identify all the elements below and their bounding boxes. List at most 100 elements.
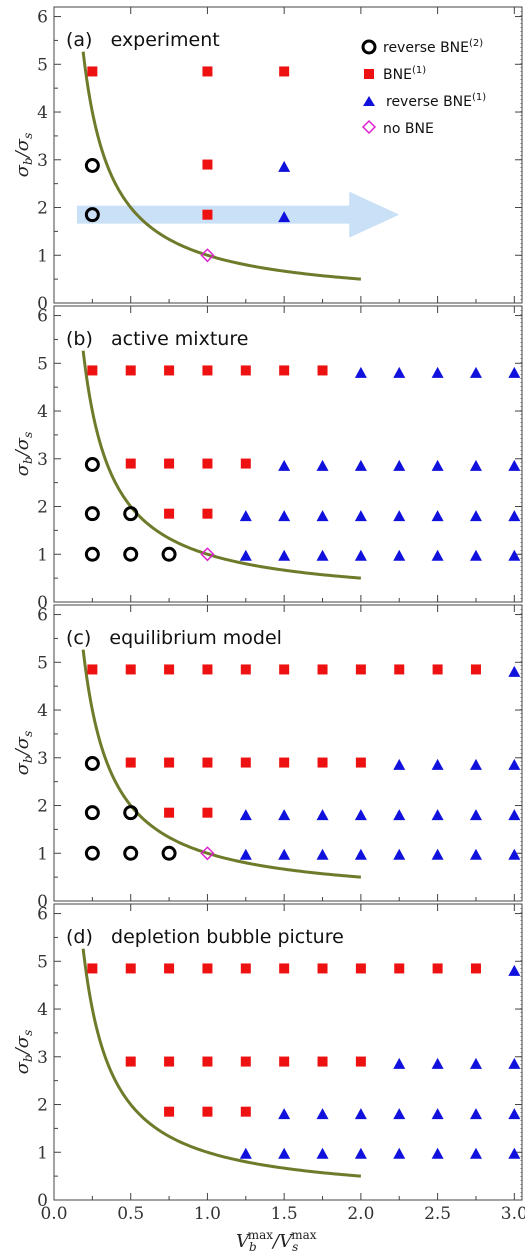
x-tick-label: 0.0 bbox=[40, 1204, 67, 1224]
legend-square-marker bbox=[364, 69, 374, 79]
reverse-bne1-point bbox=[431, 1057, 444, 1069]
y-tick-label: 6 bbox=[37, 606, 48, 626]
y-tick-label: 5 bbox=[37, 55, 48, 75]
panel-title: (b) active mixture bbox=[66, 328, 248, 350]
x-label-sup-1: max bbox=[248, 1228, 274, 1242]
reverse-bne2-point bbox=[84, 158, 100, 174]
reverse-bne1-point bbox=[278, 848, 291, 860]
y-tick-label: 6 bbox=[37, 307, 48, 327]
no-bne-point bbox=[200, 547, 215, 562]
reverse-bne1-point bbox=[393, 1108, 406, 1120]
reverse-bne1-point bbox=[469, 549, 482, 561]
reverse-bne1-point bbox=[508, 809, 521, 821]
reverse-bne2-point bbox=[123, 546, 139, 562]
bne1-point bbox=[202, 1056, 213, 1067]
panel-frame bbox=[53, 305, 523, 603]
bne1-point bbox=[279, 66, 290, 77]
reverse-bne1-point bbox=[508, 549, 521, 561]
y-tick-label: 3 bbox=[37, 151, 48, 171]
reverse-bne2-point bbox=[161, 546, 177, 562]
bne1-point bbox=[202, 66, 213, 77]
x-label-sub-s: s bbox=[292, 1240, 298, 1251]
legend-diamond-marker bbox=[361, 119, 377, 135]
boundary-curve bbox=[81, 350, 362, 580]
reverse-bne1-point bbox=[431, 758, 444, 770]
x-label-sub-b: b bbox=[249, 1240, 257, 1251]
y-tick-label: 0 bbox=[37, 1191, 48, 1211]
y-tick-label: 4 bbox=[37, 103, 48, 123]
boundary-curve bbox=[81, 649, 362, 879]
legend-triangle-marker bbox=[363, 96, 375, 106]
reverse-bne1-point bbox=[354, 1147, 367, 1159]
panel-frame bbox=[53, 903, 523, 1201]
reverse-bne1-point bbox=[393, 758, 406, 770]
reverse-bne1-point bbox=[393, 809, 406, 821]
bne1-point bbox=[394, 664, 405, 675]
reverse-bne1-point bbox=[431, 1147, 444, 1159]
reverse-bne1-point bbox=[316, 809, 329, 821]
bne1-point bbox=[202, 508, 213, 519]
reverse-bne1-point bbox=[278, 1108, 291, 1120]
bne1-point bbox=[317, 963, 328, 974]
bne1-point bbox=[240, 365, 251, 376]
bne1-point bbox=[317, 664, 328, 675]
x-axis-label: Vbmax/Vsmax bbox=[236, 1228, 317, 1251]
x-label-v2: V bbox=[279, 1231, 294, 1251]
boundary-curve bbox=[81, 51, 362, 281]
bne1-point bbox=[279, 757, 290, 768]
reverse-bne2-point bbox=[84, 207, 100, 223]
y-tick-label: 2 bbox=[37, 498, 48, 518]
reverse-bne1-point bbox=[469, 510, 482, 522]
reverse-bne1-point bbox=[316, 459, 329, 471]
bne1-point bbox=[432, 664, 443, 675]
reverse-bne1-point bbox=[393, 510, 406, 522]
panel-title: (c) equilibrium model bbox=[66, 627, 282, 649]
reverse-bne1-point bbox=[316, 848, 329, 860]
reverse-bne1-point bbox=[469, 1057, 482, 1069]
reverse-bne2-point bbox=[123, 805, 139, 821]
bne1-point bbox=[125, 664, 136, 675]
legend-label-reverse-bne-2: reverse BNE(2) bbox=[383, 38, 483, 56]
reverse-bne1-point bbox=[431, 848, 444, 860]
bne1-point bbox=[279, 365, 290, 376]
y-axis-label: σb/σs bbox=[12, 432, 35, 477]
y-tick-label: 0 bbox=[37, 294, 48, 314]
reverse-bne1-point bbox=[239, 848, 252, 860]
reverse-bne1-point bbox=[431, 510, 444, 522]
bne1-point bbox=[355, 664, 366, 675]
legend-circle-marker bbox=[361, 39, 377, 55]
bne1-point bbox=[202, 365, 213, 376]
bne1-point bbox=[317, 365, 328, 376]
legend-label-bne-1: BNE(1) bbox=[383, 65, 426, 83]
reverse-bne1-point bbox=[508, 1108, 521, 1120]
y-tick-label: 4 bbox=[37, 1000, 48, 1020]
x-tick-label: 2.0 bbox=[347, 1204, 374, 1224]
reverse-bne1-point bbox=[393, 1147, 406, 1159]
y-tick-label: 5 bbox=[37, 653, 48, 673]
bne1-point bbox=[240, 757, 251, 768]
reverse-bne1-point bbox=[354, 549, 367, 561]
x-tick-label: 3.0 bbox=[501, 1204, 525, 1224]
bne1-point bbox=[317, 1056, 328, 1067]
y-tick-label: 6 bbox=[37, 8, 48, 28]
reverse-bne1-point bbox=[508, 848, 521, 860]
bne1-point bbox=[164, 757, 175, 768]
y-tick-label: 5 bbox=[37, 952, 48, 972]
reverse-bne1-point bbox=[316, 549, 329, 561]
y-tick-label: 3 bbox=[37, 749, 48, 769]
reverse-bne1-point bbox=[354, 366, 367, 378]
reverse-bne1-point bbox=[278, 459, 291, 471]
bne1-point bbox=[240, 458, 251, 469]
bne1-point bbox=[202, 159, 213, 170]
legend-label-reverse-bne-1: reverse BNE(1) bbox=[386, 92, 486, 110]
bne1-point bbox=[87, 664, 98, 675]
bne1-point bbox=[355, 757, 366, 768]
reverse-bne1-point bbox=[469, 848, 482, 860]
x-tick-label: 0.5 bbox=[117, 1204, 144, 1224]
reverse-bne1-point bbox=[393, 848, 406, 860]
y-tick-label: 6 bbox=[37, 905, 48, 925]
svg-text:Vbmax/Vsmax: Vbmax/Vsmax bbox=[236, 1228, 317, 1251]
reverse-bne1-point bbox=[431, 809, 444, 821]
bne1-point bbox=[240, 1056, 251, 1067]
reverse-bne2-point bbox=[123, 845, 139, 861]
